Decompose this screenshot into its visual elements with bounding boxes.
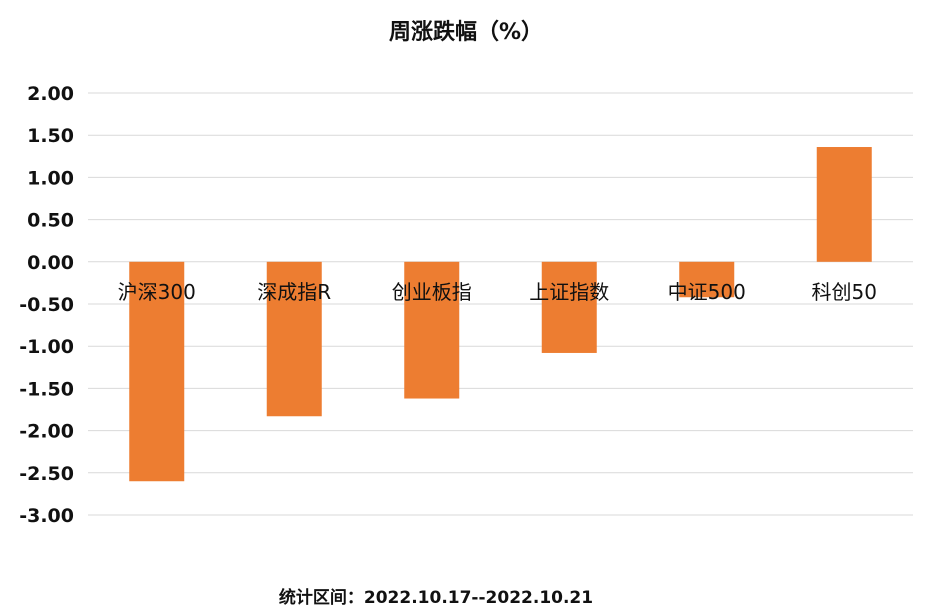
category-label: 中证500 xyxy=(668,280,746,304)
category-label: 上证指数 xyxy=(529,280,609,304)
bar xyxy=(816,147,872,262)
y-axis-tick-labels: 2.00 1.50 1.00 0.50 0.00 -0.50 -1.00 -1.50 -2.00… xyxy=(19,83,74,527)
y-tick-label: 2.00 xyxy=(27,83,74,105)
chart-title: 周涨跌幅（%） xyxy=(388,20,544,45)
bar xyxy=(266,261,322,417)
category-label: 深成指R xyxy=(257,280,331,304)
y-tick-label: 0.00 xyxy=(27,252,74,274)
y-tick-label: -2.50 xyxy=(19,463,74,485)
bar xyxy=(679,261,735,298)
category-label: 创业板指 xyxy=(392,280,472,304)
bar xyxy=(541,261,597,353)
y-tick-label: 1.00 xyxy=(27,167,74,189)
y-tick-label: -1.50 xyxy=(19,378,74,400)
bar xyxy=(404,261,460,399)
category-label: 沪深300 xyxy=(118,280,196,304)
gridlines xyxy=(88,92,913,516)
bar xyxy=(129,261,185,482)
date-range-caption: 统计区间：2022.10.17--2022.10.21 xyxy=(278,588,594,608)
bars xyxy=(129,147,872,482)
y-tick-label: -0.50 xyxy=(19,294,74,316)
y-tick-label: -2.00 xyxy=(19,421,74,443)
y-tick-label: 0.50 xyxy=(27,210,74,232)
y-tick-label: 1.50 xyxy=(27,125,74,147)
y-tick-label: -3.00 xyxy=(19,505,74,527)
y-tick-label: -1.00 xyxy=(19,336,74,358)
category-label: 科创50 xyxy=(812,280,877,304)
category-labels: 沪深300 深成指R 创业板指 上证指数 中证500 科创50 xyxy=(118,280,877,304)
